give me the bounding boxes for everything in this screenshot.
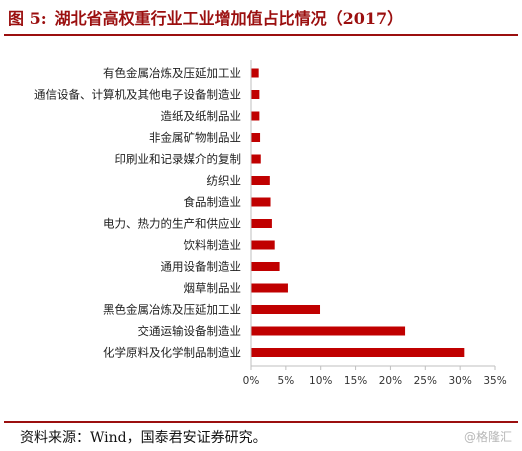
bar	[251, 219, 272, 228]
category-label: 纺织业	[207, 174, 242, 188]
bar	[251, 197, 271, 207]
x-tick-label: 30%	[448, 375, 471, 387]
figure-number: 图 5:	[8, 9, 47, 28]
bar	[251, 262, 280, 271]
watermark-text: @格隆汇	[463, 430, 512, 444]
category-label: 饮料制造业	[184, 238, 242, 252]
bar	[251, 111, 260, 121]
footer-divider	[4, 421, 518, 423]
bar	[251, 326, 406, 336]
category-label: 交通运输设备制造业	[138, 324, 242, 338]
bar	[251, 283, 288, 293]
source-note: 资料来源：Wind，国泰君安证券研究。	[20, 430, 267, 446]
category-label: 黑色金属冶炼及压延加工业	[103, 303, 241, 317]
bar	[251, 176, 270, 185]
x-tick-label: 20%	[379, 375, 402, 387]
bar	[251, 240, 275, 250]
x-tick-label: 5%	[278, 375, 295, 387]
x-tick-label: 25%	[414, 375, 437, 387]
category-label: 非金属矿物制品业	[149, 131, 241, 145]
figure-title-row: 图 5: 湖北省高权重行业工业增加值占比情况（2017）	[0, 0, 522, 34]
category-label: 造纸及纸制品业	[161, 109, 242, 123]
bar	[251, 90, 260, 99]
category-label: 通信设备、计算机及其他电子设备制造业	[34, 88, 241, 102]
x-tick-label: 35%	[483, 375, 506, 387]
bar	[251, 348, 465, 357]
figure-title: 湖北省高权重行业工业增加值占比情况（2017）	[54, 9, 404, 28]
category-label: 电力、热力的生产和供应业	[103, 217, 241, 231]
bar	[251, 154, 261, 164]
category-label: 烟草制品业	[184, 281, 242, 295]
category-label: 通用设备制造业	[161, 260, 242, 274]
x-tick-label: 0%	[243, 375, 260, 387]
title-divider	[4, 34, 518, 36]
source-row: 资料来源：Wind，国泰君安证券研究。	[0, 423, 522, 451]
watermark: @格隆汇	[464, 428, 512, 445]
x-tick-label: 15%	[344, 375, 367, 387]
bar-chart: 有色金属冶炼及压延加工业通信设备、计算机及其他电子设备制造业造纸及纸制品业非金属…	[34, 60, 507, 387]
bar	[251, 68, 259, 78]
bar	[251, 133, 261, 142]
x-tick-label: 10%	[309, 375, 332, 387]
category-label: 化学原料及化学制品制造业	[103, 346, 241, 360]
category-label: 有色金属冶炼及压延加工业	[103, 66, 241, 80]
bar	[251, 305, 321, 314]
category-label: 印刷业和记录媒介的复制	[115, 152, 242, 166]
category-label: 食品制造业	[184, 195, 242, 209]
